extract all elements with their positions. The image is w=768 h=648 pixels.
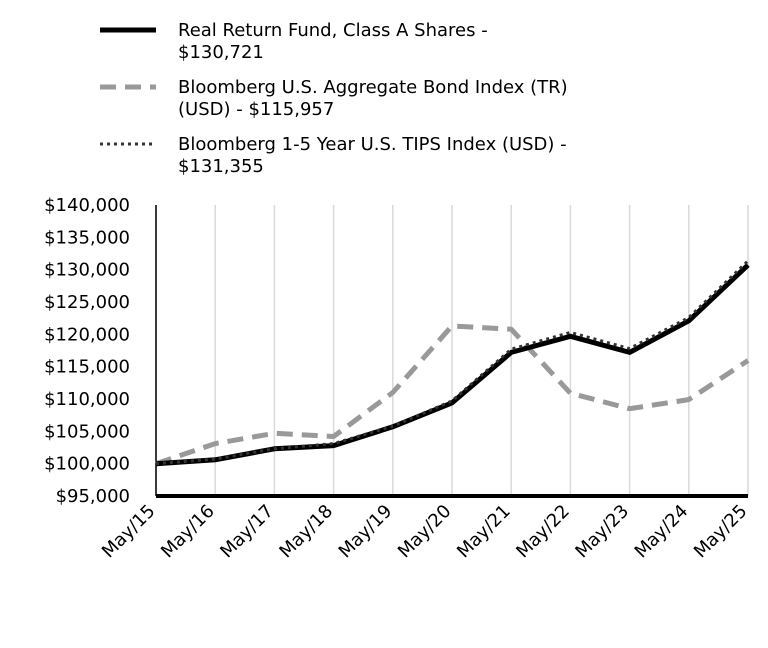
y-tick-label: $115,000 — [44, 357, 130, 378]
x-tick-label: May/17 — [216, 501, 278, 563]
legend-label-2: (USD) - $115,957 — [178, 99, 334, 120]
legend-label-3: Bloomberg 1-5 Year U.S. TIPS Index (USD)… — [178, 134, 567, 155]
y-axis: $95,000 $100,000 $105,000 $110,000 $115,000 $… — [44, 195, 157, 507]
legend: Real Return Fund, Class A Shares -$130,7… — [100, 20, 568, 177]
x-tick-label: May/16 — [157, 501, 219, 563]
x-axis: May/15May/16May/17May/18May/19May/20May/… — [98, 494, 752, 563]
y-tick-label: $95,000 — [56, 486, 130, 507]
x-tick-label: May/18 — [275, 501, 337, 563]
x-tick-label: May/25 — [690, 501, 752, 563]
x-tick-label: May/20 — [394, 501, 456, 563]
y-tick-label: $110,000 — [44, 389, 130, 410]
series-lines — [155, 259, 750, 467]
legend-label-1: $130,721 — [178, 42, 264, 63]
y-tick-label: $125,000 — [44, 292, 130, 313]
y-tick-label: $105,000 — [44, 421, 130, 442]
legend-label-3: $131,355 — [178, 156, 264, 177]
x-tick-label: May/22 — [512, 501, 574, 563]
legend-label-1: Real Return Fund, Class A Shares - — [178, 20, 488, 41]
series-line-3 — [155, 259, 750, 466]
x-tick-label: May/21 — [453, 501, 515, 563]
y-tick-label: $140,000 — [44, 195, 130, 216]
series-line-2 — [155, 323, 750, 467]
legend-label-2: Bloomberg U.S. Aggregate Bond Index (TR) — [178, 77, 568, 98]
x-tick-label: May/23 — [571, 501, 633, 563]
x-tick-label: May/24 — [631, 501, 693, 563]
y-tick-label: $100,000 — [44, 454, 130, 475]
y-tick-label: $135,000 — [44, 227, 130, 248]
x-tick-label: May/19 — [335, 501, 397, 563]
x-tick-label: May/15 — [98, 501, 160, 563]
y-tick-label: $120,000 — [44, 324, 130, 345]
y-tick-label: $130,000 — [44, 260, 130, 281]
